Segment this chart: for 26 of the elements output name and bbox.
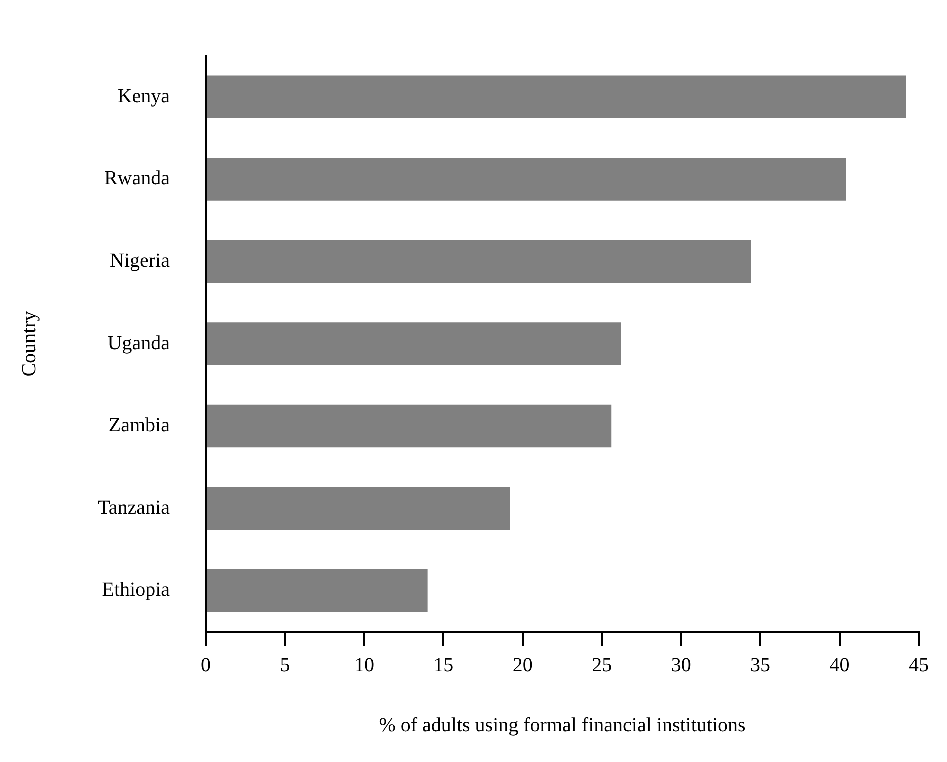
y-tick-label: Nigeria <box>110 250 170 272</box>
x-tick-label: 5 <box>280 654 290 676</box>
y-tick-label: Ethiopia <box>102 579 170 602</box>
x-tick-label: 10 <box>354 654 374 676</box>
y-tick-label: Rwanda <box>104 168 170 190</box>
x-tick-label: 25 <box>592 654 612 676</box>
bar <box>207 76 906 119</box>
bar <box>207 569 428 612</box>
y-axis-title: Country <box>18 311 40 377</box>
bar <box>207 158 846 201</box>
x-tick-label: 45 <box>909 654 929 676</box>
y-tick-label: Tanzania <box>98 496 170 519</box>
x-tick-label: 0 <box>201 654 211 676</box>
y-tick-label: Kenya <box>118 85 170 108</box>
x-tick-label: 35 <box>750 654 771 676</box>
x-tick-label: 40 <box>830 654 850 676</box>
bar <box>207 487 510 530</box>
bar <box>207 240 752 284</box>
bar <box>207 322 622 366</box>
bar <box>207 404 612 448</box>
y-tick-label: Uganda <box>108 332 170 354</box>
y-tick-label: Zambia <box>108 414 170 437</box>
x-tick-label: 20 <box>512 654 533 676</box>
x-tick-label: 15 <box>434 654 454 676</box>
x-axis-title: % of adults using formal financial institutions <box>379 714 746 736</box>
x-tick-label: 30 <box>671 654 692 676</box>
